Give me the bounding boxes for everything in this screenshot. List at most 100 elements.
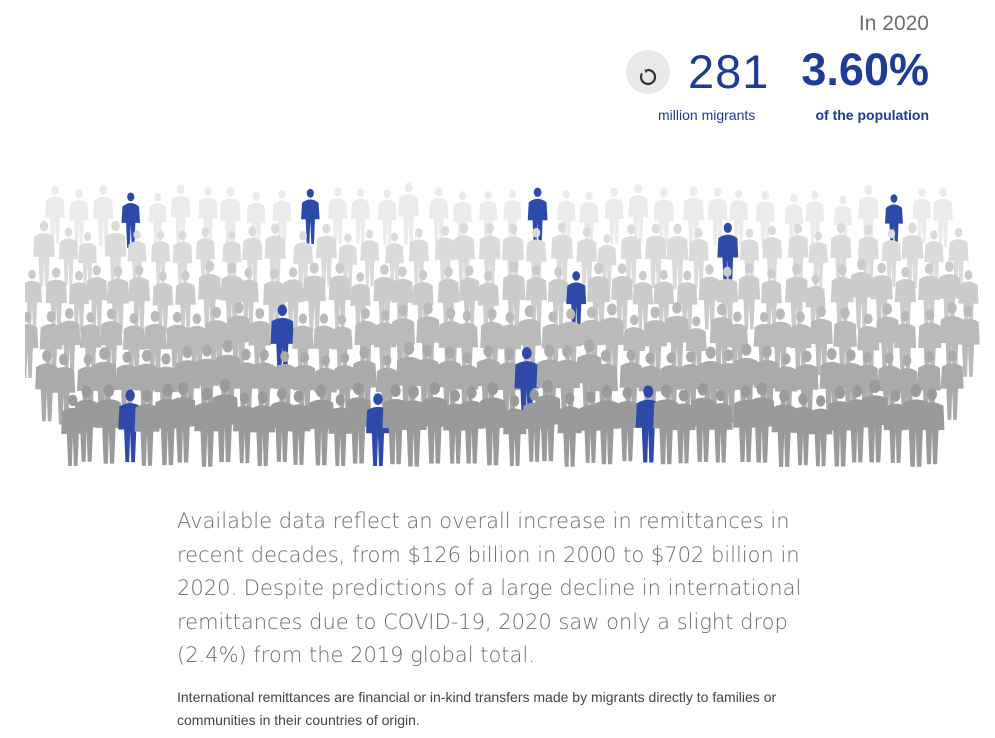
person-figure [51,353,76,425]
person-figure [421,381,448,464]
person-figure [632,270,654,332]
person-figure [328,187,348,245]
person-figure [739,228,760,287]
person-figure [115,351,139,422]
person-figure [354,308,377,376]
person-figure [932,187,953,248]
person-figure [525,264,548,330]
person-figure [795,350,819,422]
person-figure [437,266,460,333]
person-figure [734,343,759,420]
person-figure [400,385,427,467]
person-figure [638,352,662,423]
person-figure [477,270,500,335]
person-figure [456,352,479,420]
person-figure [526,227,547,290]
person-figure [414,344,440,420]
migrant-figure [514,347,540,423]
person-figure [895,355,919,425]
migrants-label: million migrants [658,107,756,123]
person-figure [679,351,702,420]
person-figure [198,186,218,245]
person-figure [272,189,292,247]
person-figure [938,261,961,330]
person-figure [830,222,852,287]
person-figure [559,308,582,378]
person-figure [252,349,276,421]
year-label: In 2020 [858,12,929,35]
person-figure [198,260,222,332]
person-figure [195,227,216,286]
person-figure [246,191,266,249]
person-figure [789,311,812,378]
person-figure [242,226,263,288]
person-figure [690,382,716,462]
person-figure [805,274,826,335]
crowd-row [25,258,979,335]
crowd-illustration [25,180,980,470]
person-figure [833,307,857,380]
replay-icon [639,68,657,86]
person-figure [611,263,633,330]
person-figure [100,308,123,376]
person-figure [858,185,879,247]
person-figure [127,230,147,287]
person-figure [659,352,683,421]
person-figure [755,190,775,248]
person-figure [683,186,704,249]
person-figure [877,352,901,423]
person-figure [580,306,603,377]
person-figure [345,382,372,464]
crowd-row [35,339,964,425]
person-figure [314,355,337,424]
person-figure [503,190,522,244]
person-figure [594,385,620,465]
person-figure [453,191,472,248]
person-figure [250,391,275,467]
person-figure [434,225,456,288]
person-figure [86,265,108,330]
person-figure [958,270,979,331]
person-figure [861,379,889,463]
person-figure [875,303,900,376]
person-figure [912,188,932,244]
person-figure [45,267,67,333]
person-figure [166,311,189,380]
lead-paragraph: Available data reflect an overall increa… [177,509,802,667]
person-figure [857,313,880,381]
person-figure [593,349,618,425]
person-figure [556,190,576,246]
person-figure [416,302,440,376]
person-figure [729,189,749,246]
person-figure [154,353,178,424]
person-figure [948,227,969,289]
person-figure [220,262,244,332]
person-figure [901,222,924,289]
person-figure [429,187,449,245]
person-figure [551,222,573,289]
person-figure [726,311,749,377]
person-figure [148,192,167,246]
person-figure [282,267,304,331]
person-figure [547,266,569,331]
person-figure [204,306,229,378]
person-figure [830,264,854,334]
person-figure [174,345,200,424]
person-figure [373,264,396,332]
person-figure [456,310,479,378]
person-figure [478,223,501,290]
person-figure [93,185,114,247]
replay-button[interactable] [626,50,670,94]
person-figure [128,264,150,331]
person-figure [69,189,89,247]
person-figure [194,344,220,420]
person-figure [805,190,825,247]
person-figure [172,230,193,290]
person-figure [808,231,828,289]
person-figure [856,351,879,421]
person-figure [502,223,524,291]
person-figure [453,223,475,289]
crowd-row [61,378,945,467]
person-figure [331,314,353,378]
person-figure [391,266,414,333]
